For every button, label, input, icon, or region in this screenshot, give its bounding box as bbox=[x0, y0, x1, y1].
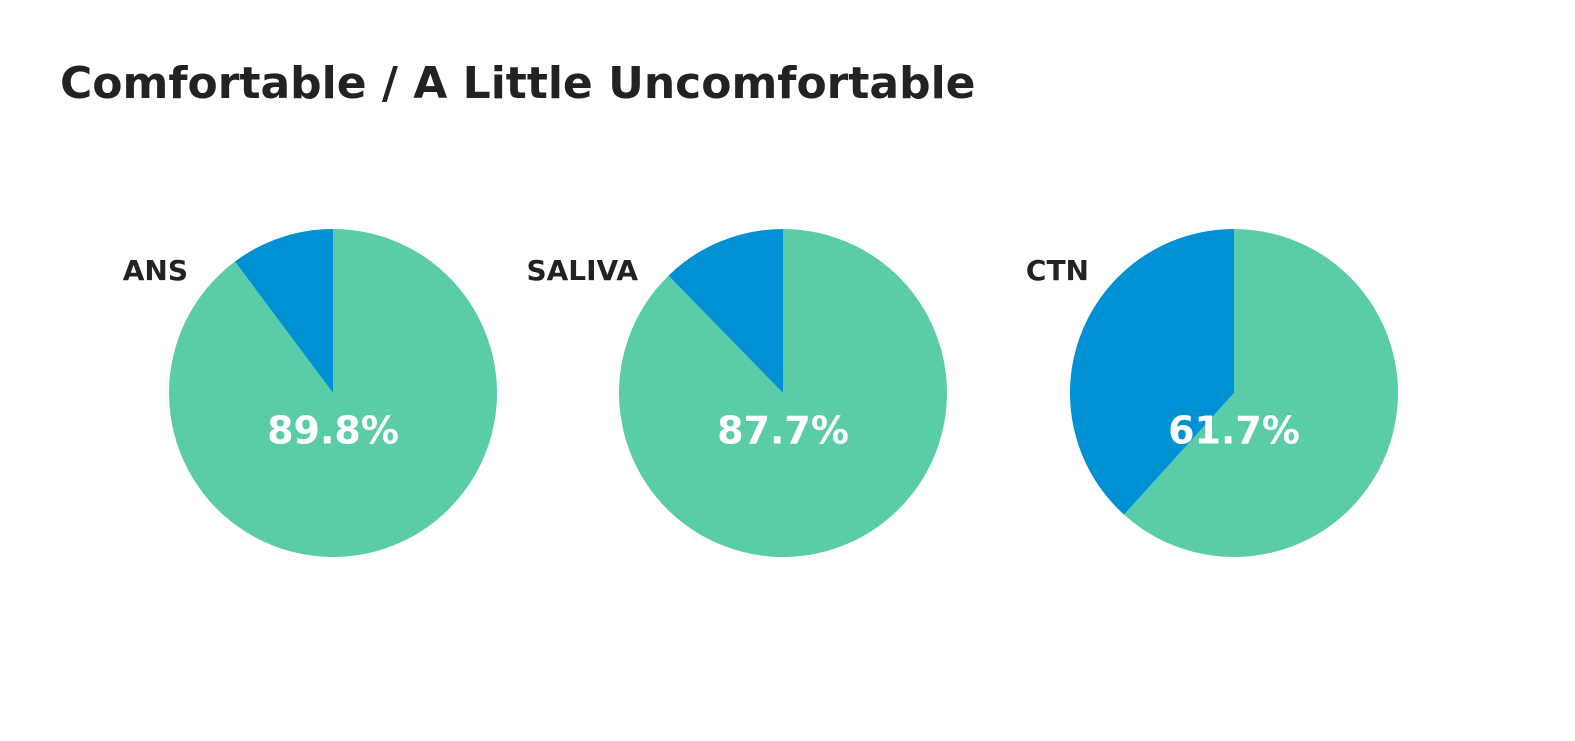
pie-slice bbox=[234, 229, 333, 393]
value-label: 87.7% bbox=[717, 409, 849, 453]
pie-title: ANS bbox=[123, 254, 188, 287]
value-label: 61.7% bbox=[1168, 409, 1300, 453]
pie-title: CTN bbox=[1026, 254, 1089, 287]
pie-slice bbox=[618, 229, 947, 558]
page-title: Comfortable / A Little Uncomfortable bbox=[60, 58, 976, 109]
pie-title: SALIVA bbox=[526, 254, 638, 287]
pie-slice bbox=[668, 229, 783, 393]
pie-slice bbox=[1124, 229, 1398, 557]
pie-slice bbox=[168, 229, 497, 558]
value-label: 89.8% bbox=[267, 409, 399, 453]
pie-slice bbox=[1070, 228, 1234, 515]
